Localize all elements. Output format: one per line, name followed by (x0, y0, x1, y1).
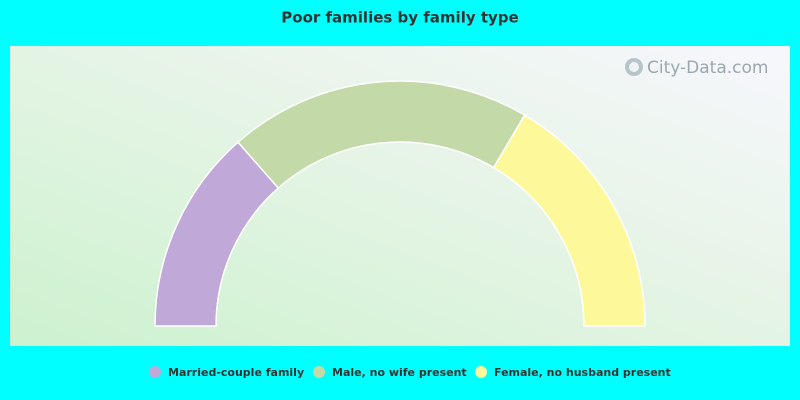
legend-label: Married-couple family (168, 366, 304, 379)
watermark-icon (625, 58, 643, 76)
legend-marker (149, 366, 161, 378)
legend-label: Male, no wife present (332, 366, 467, 379)
legend-label: Female, no husband present (494, 366, 671, 379)
legend-marker (313, 366, 325, 378)
legend-marker (475, 366, 487, 378)
watermark: City-Data.com (647, 58, 768, 78)
segment (492, 114, 646, 327)
chart-title: Poor families by family type (281, 9, 518, 27)
